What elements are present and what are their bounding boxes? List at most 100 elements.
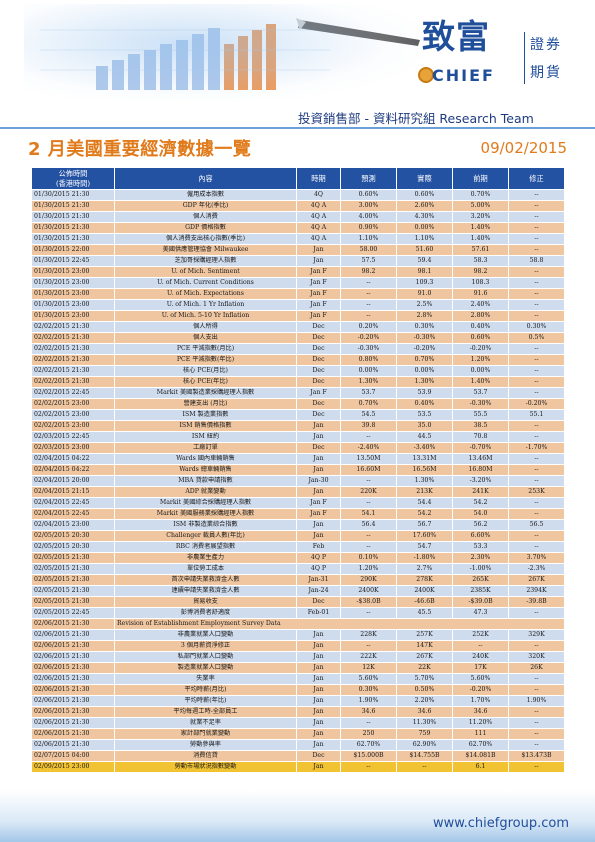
- cell-content: 首次申請失業救濟金人數: [114, 574, 297, 586]
- economic-data-table: 公佈時間 (香港時間) 內容 時期 預測 實際 前期 修正 01/30/2015…: [31, 167, 565, 773]
- cell-content: 核心 PCE(年比): [114, 376, 297, 388]
- cell-actual: -0.30%: [396, 332, 453, 344]
- table-row: 02/03/2015 23:00 工廠訂單 Dec -2.40% -3.40% -0.70…: [31, 442, 565, 454]
- cell-revised: --: [508, 508, 565, 520]
- cell-actual: 16.56M: [396, 464, 453, 476]
- cell-actual: 51.60: [396, 244, 453, 256]
- cell-period: Jan: [296, 453, 341, 465]
- cell-revised: --: [508, 266, 565, 278]
- cell-forecast: 1.20%: [340, 563, 397, 575]
- cell-previous: 91.6: [452, 288, 509, 300]
- cell-time: 02/06/2015 21:30: [31, 717, 115, 729]
- cell-actual: -0.20%: [396, 343, 453, 355]
- cell-previous: 5.60%: [452, 673, 509, 685]
- cell-revised: --: [508, 387, 565, 399]
- table-row: 02/06/2015 21:30 3 個月薪資淨修正 Jan -- 147K -- --: [31, 640, 565, 652]
- cell-time: 01/30/2015 23:00: [31, 299, 115, 311]
- cell-revised: --: [508, 728, 565, 740]
- cell-actual: 5.70%: [396, 673, 453, 685]
- cell-content: Markit 美國綜合採購經理人指數: [114, 497, 297, 509]
- table-row: 02/05/2015 20:30 RBC 消費者展望指數 Feb -- 54.7 53.3…: [31, 541, 565, 553]
- cell-period: Jan: [296, 706, 341, 718]
- cell-forecast: -$38.0B: [340, 596, 397, 608]
- cell-content: 家計部門就業變動: [114, 728, 297, 740]
- cell-forecast: 54.1: [340, 508, 397, 520]
- report-date: 09/02/2015: [480, 139, 567, 157]
- cell-forecast: 5.60%: [340, 673, 397, 685]
- cell-time: 01/30/2015 23:00: [31, 277, 115, 289]
- cell-forecast: --: [340, 431, 397, 443]
- cell-forecast: 0.70%: [340, 398, 397, 410]
- footer-url[interactable]: www.chiefgroup.com: [432, 816, 569, 831]
- cell-content: ISM 製造業指數: [114, 409, 297, 421]
- cell-actual: 54.4: [396, 497, 453, 509]
- cell-previous: -1.00%: [452, 563, 509, 575]
- cell-time: 02/05/2015 21:30: [31, 563, 115, 575]
- cell-content: 平均每週工時-全部員工: [114, 706, 297, 718]
- cell-content: 就業不足率: [114, 717, 297, 729]
- cell-revised: --: [508, 761, 565, 773]
- table-row: 02/02/2015 23:00 ISM 銷售價格指數 Jan 39.8 35.0 38.…: [31, 420, 565, 432]
- cell-period: 4Q A: [296, 233, 341, 245]
- department-line: 投資銷售部 - 資料研究組 Research Team: [298, 111, 534, 126]
- cell-actual: -1.80%: [396, 552, 453, 564]
- cell-forecast: --: [340, 717, 397, 729]
- cell-previous: 2.40%: [452, 299, 509, 311]
- table-row: 02/05/2015 21:30 連續申請失業救濟金人數 Jan-24 2400K 24…: [31, 585, 565, 597]
- cell-content: Revision of Establishment Employment Sur…: [114, 618, 565, 630]
- cell-time: 01/30/2015 21:30: [31, 222, 115, 234]
- table-row: 02/05/2015 21:30 貿易收支 Dec -$38.0B -46.6B -$39…: [31, 596, 565, 608]
- cell-actual: 34.6: [396, 706, 453, 718]
- table-row: 02/04/2015 21:15 ADP 就業變動 Jan 220K 213K 241K 2…: [31, 486, 565, 498]
- cell-revised: --: [508, 299, 565, 311]
- cell-time: 02/07/2015 04:00: [31, 750, 115, 762]
- cell-time: 01/30/2015 23:00: [31, 310, 115, 322]
- table-row: 01/30/2015 21:30 GDP 價格指數 4Q A 0.90% 0.00% 1.…: [31, 222, 565, 234]
- cell-previous: 1.70%: [452, 695, 509, 707]
- cell-time: 01/30/2015 22:00: [31, 244, 115, 256]
- cell-period: 4Q P: [296, 552, 341, 564]
- cell-revised: 267K: [508, 574, 565, 586]
- cell-time: 02/05/2015 21:30: [31, 574, 115, 586]
- cell-previous: 1.40%: [452, 376, 509, 388]
- cell-time: 01/30/2015 21:30: [31, 233, 115, 245]
- cell-period: Jan: [296, 761, 341, 773]
- cell-content: MBA 貸款申請指數: [114, 475, 297, 487]
- table-row: 01/30/2015 21:30 GDP 年化(季比) 4Q A 3.00% 2.60%…: [31, 200, 565, 212]
- col-header-revised: 修正: [508, 167, 565, 190]
- cell-period: Jan F: [296, 310, 341, 322]
- cell-previous: 11.20%: [452, 717, 509, 729]
- cell-period: Dec: [296, 354, 341, 366]
- cell-period: Jan: [296, 662, 341, 674]
- table-row: 01/30/2015 21:30 僱用成本指數 4Q 0.60% 0.60% 0.70% -…: [31, 189, 565, 201]
- page-title: 2 月美國重要經濟數據一覽: [28, 139, 252, 160]
- cell-actual: 1.30%: [396, 475, 453, 487]
- cell-forecast: --: [340, 310, 397, 322]
- cell-period: Jan: [296, 464, 341, 476]
- cell-time: 02/06/2015 21:30: [31, 706, 115, 718]
- cell-period: Dec: [296, 376, 341, 388]
- cell-forecast: 0.30%: [340, 684, 397, 696]
- cell-forecast: --: [340, 530, 397, 542]
- cell-forecast: --: [340, 607, 397, 619]
- cell-time: 02/04/2015 23:00: [31, 519, 115, 531]
- table-row: 02/05/2015 21:30 單位勞工成本 4Q P 1.20% 2.7% -1.00…: [31, 563, 565, 575]
- cell-content: 製造業就業人口變動: [114, 662, 297, 674]
- cell-time: 02/06/2015 21:30: [31, 684, 115, 696]
- cell-actual: 2.7%: [396, 563, 453, 575]
- cell-actual: 54.7: [396, 541, 453, 553]
- cell-time: 02/02/2015 21:30: [31, 343, 115, 355]
- cell-revised: --: [508, 530, 565, 542]
- table-row: 02/02/2015 21:30 核心 PCE(年比) Dec 1.30% 1.30% 1…: [31, 376, 565, 388]
- cell-previous: 111: [452, 728, 509, 740]
- cell-revised: -1.70%: [508, 442, 565, 454]
- cell-time: 02/06/2015 21:30: [31, 728, 115, 740]
- cell-forecast: --: [340, 277, 397, 289]
- cell-previous: 56.2: [452, 519, 509, 531]
- cell-revised: --: [508, 706, 565, 718]
- cell-actual: 35.0: [396, 420, 453, 432]
- cell-actual: 0.50%: [396, 684, 453, 696]
- cell-actual: 0.30%: [396, 321, 453, 333]
- cell-period: Dec: [296, 409, 341, 421]
- cell-revised: 329K: [508, 629, 565, 641]
